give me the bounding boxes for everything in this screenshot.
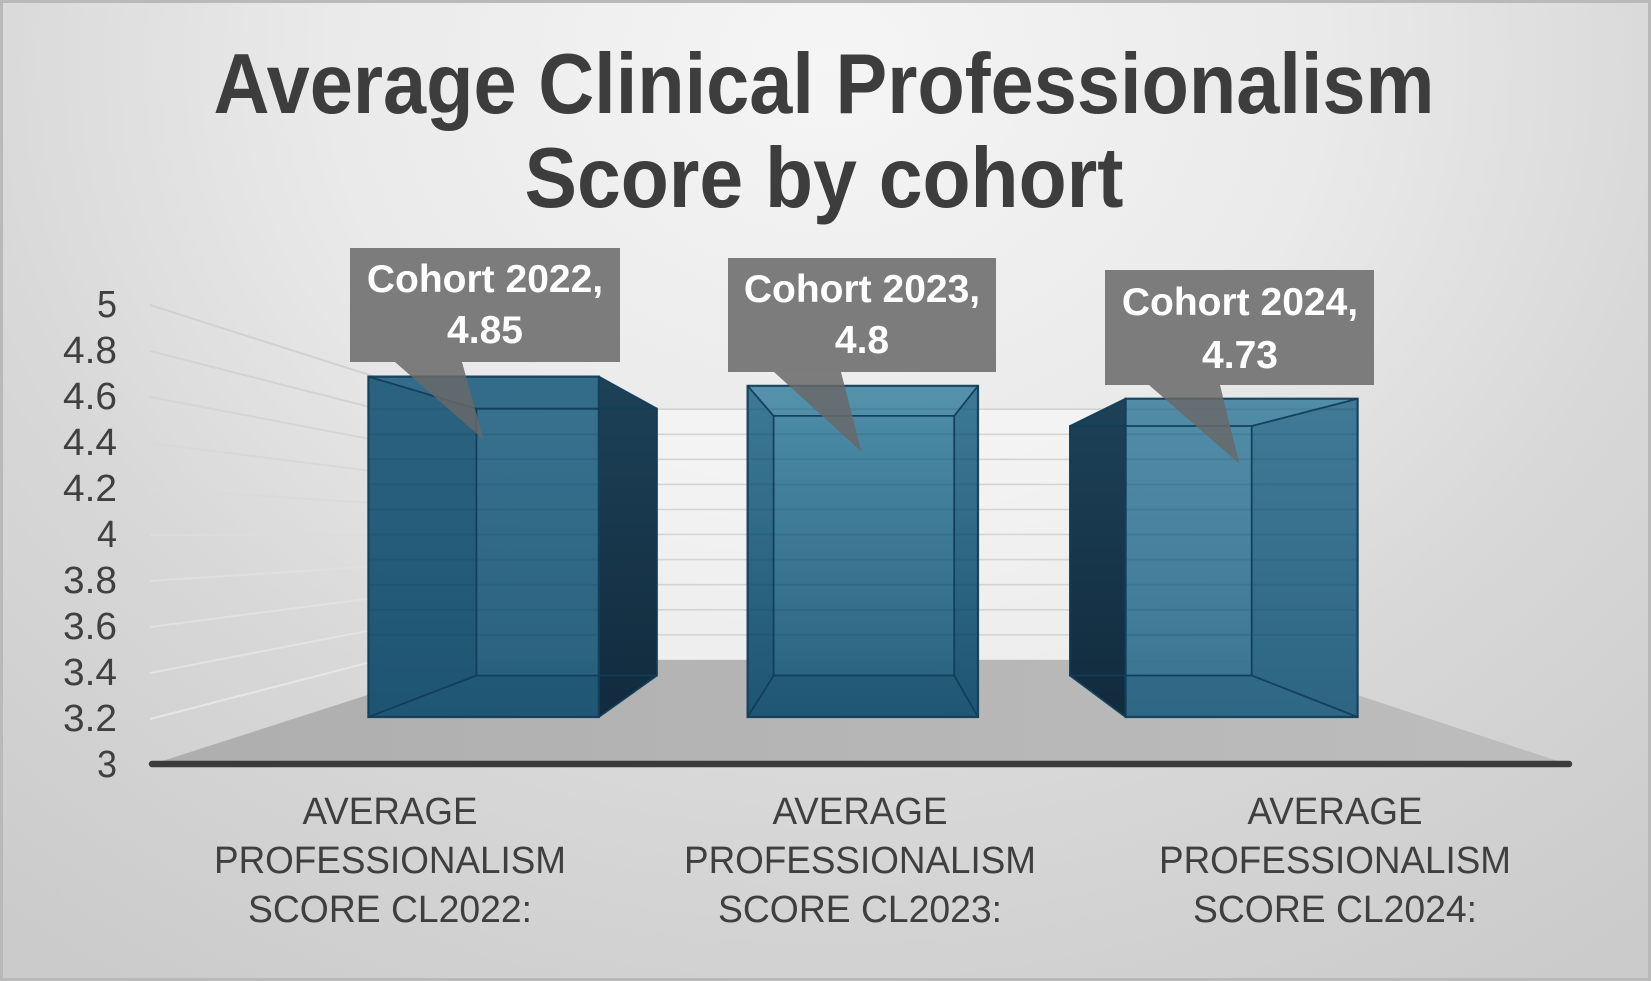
svg-text:3.2: 3.2 <box>63 698 117 740</box>
svg-text:4.4: 4.4 <box>63 422 117 464</box>
svg-text:Cohort 2024,: Cohort 2024, <box>1122 281 1358 324</box>
svg-text:5: 5 <box>97 284 117 326</box>
svg-text:3: 3 <box>97 744 117 786</box>
svg-text:AVERAGE: AVERAGE <box>773 791 948 833</box>
svg-text:AVERAGE: AVERAGE <box>1248 791 1423 833</box>
svg-text:SCORE CL2023:: SCORE CL2023: <box>718 889 1002 931</box>
svg-text:AVERAGE: AVERAGE <box>303 791 478 833</box>
svg-text:Average Clinical Professionali: Average Clinical Professionalism <box>214 37 1435 132</box>
svg-text:4: 4 <box>97 514 117 556</box>
svg-text:4.73: 4.73 <box>1202 334 1278 377</box>
svg-text:PROFESSIONALISM: PROFESSIONALISM <box>1159 840 1511 882</box>
svg-text:4.6: 4.6 <box>63 376 117 418</box>
svg-text:SCORE CL2024:: SCORE CL2024: <box>1193 889 1477 931</box>
svg-text:4.8: 4.8 <box>63 330 117 372</box>
svg-text:3.8: 3.8 <box>63 560 117 602</box>
svg-text:Cohort 2023,: Cohort 2023, <box>744 268 980 311</box>
svg-text:Score by cohort: Score by cohort <box>525 131 1124 226</box>
svg-text:3.4: 3.4 <box>63 652 117 694</box>
svg-text:3.6: 3.6 <box>63 606 117 648</box>
svg-text:PROFESSIONALISM: PROFESSIONALISM <box>684 840 1036 882</box>
svg-text:4.8: 4.8 <box>835 319 889 362</box>
svg-text:4.85: 4.85 <box>447 309 523 352</box>
svg-text:PROFESSIONALISM: PROFESSIONALISM <box>214 840 566 882</box>
svg-text:4.2: 4.2 <box>63 468 117 510</box>
svg-text:Cohort 2022,: Cohort 2022, <box>367 258 603 301</box>
svg-text:SCORE CL2022:: SCORE CL2022: <box>248 889 532 931</box>
